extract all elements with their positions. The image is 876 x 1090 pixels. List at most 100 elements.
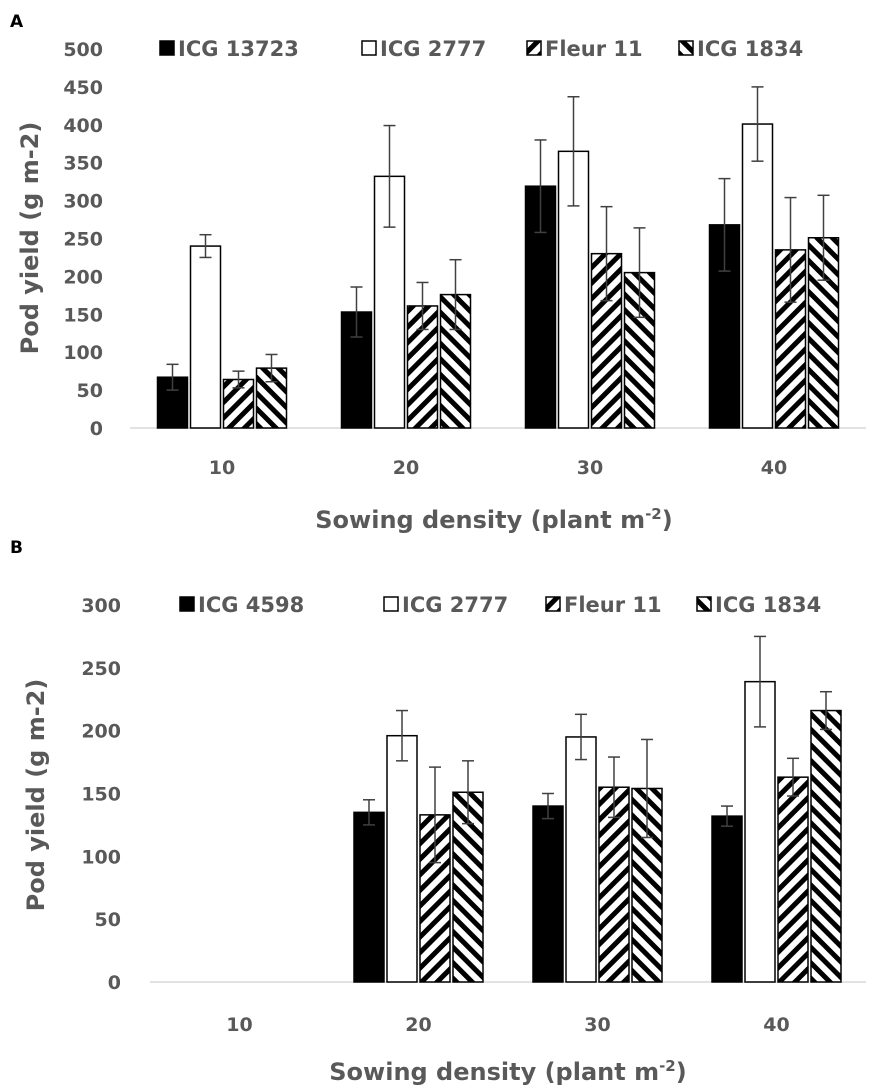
x-tick-label-b: 30 bbox=[584, 1014, 610, 1036]
bar-a bbox=[255, 367, 288, 429]
legend-label-a: ICG 1834 bbox=[697, 37, 803, 61]
y-axis-title-a: Pod yield (g m-2) bbox=[16, 122, 44, 355]
y-tick-label-a: 400 bbox=[63, 115, 103, 137]
bar-b bbox=[532, 805, 564, 983]
error-bar-b bbox=[608, 756, 620, 819]
legend-label-b: ICG 1834 bbox=[715, 593, 821, 617]
x-tick-label-b: 40 bbox=[763, 1014, 789, 1036]
legend-item-a: ICG 2777 bbox=[361, 37, 486, 61]
y-tick-label-a: 250 bbox=[63, 229, 103, 251]
legend-label-b: Fleur 11 bbox=[564, 593, 662, 617]
x-tick-label-a: 40 bbox=[761, 457, 787, 479]
bar-b bbox=[353, 811, 385, 983]
legend-swatch-b bbox=[179, 596, 195, 612]
y-tick-label-a: 100 bbox=[63, 342, 103, 364]
error-bar-b bbox=[641, 738, 653, 839]
y-tick-labels-a: 0 50 100 150 200 250 300 350 400 450 500 bbox=[63, 39, 103, 440]
x-axis-title-end-b: ) bbox=[676, 1058, 687, 1086]
error-bar-b bbox=[721, 805, 733, 827]
error-bar-a bbox=[600, 205, 613, 302]
error-bar-b bbox=[363, 799, 375, 826]
error-bar-b bbox=[820, 690, 832, 731]
legend-swatch-b bbox=[696, 596, 712, 612]
x-axis-title-end-a: ) bbox=[662, 506, 673, 534]
error-bar-b bbox=[575, 713, 587, 761]
error-bar-b bbox=[396, 709, 408, 762]
y-tick-label-b: 50 bbox=[95, 909, 121, 931]
panel-label-a: A bbox=[10, 12, 24, 32]
x-tick-label-a: 30 bbox=[577, 457, 603, 479]
x-axis-title-sup-b: -2 bbox=[659, 1057, 676, 1075]
x-tick-label-a: 20 bbox=[393, 457, 419, 479]
y-tick-label-a: 0 bbox=[90, 418, 103, 440]
bar-b bbox=[565, 736, 597, 983]
x-tick-labels-a: 10 20 30 40 bbox=[209, 457, 787, 479]
x-tick-label-b: 20 bbox=[405, 1014, 431, 1036]
error-bar-b bbox=[787, 757, 799, 797]
bar-b bbox=[744, 680, 776, 983]
error-bar-b bbox=[429, 766, 441, 864]
panel-label-b: B bbox=[10, 538, 23, 558]
error-bar-a bbox=[718, 177, 731, 272]
bars-b bbox=[353, 635, 842, 983]
y-tick-label-b: 150 bbox=[81, 784, 121, 806]
x-tick-label-a: 10 bbox=[209, 457, 235, 479]
error-bar-a bbox=[633, 227, 646, 319]
panel-a: A 0 50 100 150 200 250 300 350 400 450 500 10 20 30 4… bbox=[10, 12, 866, 534]
bar-b bbox=[711, 815, 743, 983]
error-bar-a bbox=[784, 196, 797, 303]
legend-a: ICG 13723 ICG 2777 Fleur 11 ICG 1834 bbox=[159, 37, 803, 61]
bar-a bbox=[741, 123, 774, 429]
legend-b: ICG 4598 ICG 2777 Fleur 11 ICG 1834 bbox=[179, 593, 821, 617]
x-axis-title-sup-a: -2 bbox=[645, 505, 662, 523]
error-bar-a bbox=[817, 194, 830, 281]
bar-a bbox=[189, 245, 222, 429]
legend-label-b: ICG 4598 bbox=[198, 593, 304, 617]
bars-a bbox=[156, 86, 840, 429]
legend-item-b: ICG 4598 bbox=[179, 593, 304, 617]
x-axis-title-b: Sowing density (plant m-2) bbox=[329, 1057, 686, 1086]
x-tick-labels-b: 10 20 30 40 bbox=[226, 1014, 789, 1036]
legend-label-a: ICG 13723 bbox=[178, 37, 299, 61]
legend-item-a: ICG 1834 bbox=[678, 37, 803, 61]
x-tick-label-b: 10 bbox=[226, 1014, 252, 1036]
legend-item-b: ICG 1834 bbox=[696, 593, 821, 617]
legend-swatch-a bbox=[526, 40, 542, 56]
x-axis-title-text-b: Sowing density (plant m bbox=[329, 1058, 659, 1086]
error-bar-b bbox=[542, 792, 554, 820]
error-bar-a bbox=[350, 286, 363, 338]
legend-swatch-b bbox=[383, 596, 399, 612]
error-bar-a bbox=[534, 139, 547, 234]
bar-b bbox=[386, 734, 418, 983]
y-tick-label-a: 50 bbox=[77, 380, 103, 402]
x-axis-title-a: Sowing density (plant m-2) bbox=[315, 505, 672, 534]
legend-item-a: Fleur 11 bbox=[526, 37, 643, 61]
bar-b bbox=[598, 786, 630, 983]
y-tick-label-a: 300 bbox=[63, 191, 103, 213]
y-tick-label-b: 300 bbox=[81, 595, 121, 617]
error-bar-a bbox=[751, 86, 764, 162]
bar-b bbox=[810, 709, 842, 983]
error-bar-a bbox=[416, 281, 429, 331]
legend-label-b: ICG 2777 bbox=[402, 593, 508, 617]
y-axis-title-b: Pod yield (g m-2) bbox=[22, 679, 50, 912]
legend-item-a: ICG 13723 bbox=[159, 37, 299, 61]
y-tick-label-b: 100 bbox=[81, 846, 121, 868]
legend-item-b: ICG 2777 bbox=[383, 593, 508, 617]
error-bar-b bbox=[754, 635, 766, 728]
bar-b bbox=[777, 776, 809, 983]
y-tick-label-a: 350 bbox=[63, 153, 103, 175]
error-bar-a bbox=[166, 363, 179, 391]
legend-swatch-a bbox=[678, 40, 694, 56]
error-bar-a bbox=[199, 233, 212, 259]
legend-label-a: ICG 2777 bbox=[380, 37, 486, 61]
legend-swatch-b bbox=[545, 596, 561, 612]
error-bar-a bbox=[383, 124, 396, 228]
legend-swatch-a bbox=[159, 40, 175, 56]
x-axis-title-text-a: Sowing density (plant m bbox=[315, 506, 645, 534]
error-bar-a bbox=[232, 370, 245, 389]
legend-label-a: Fleur 11 bbox=[545, 37, 643, 61]
